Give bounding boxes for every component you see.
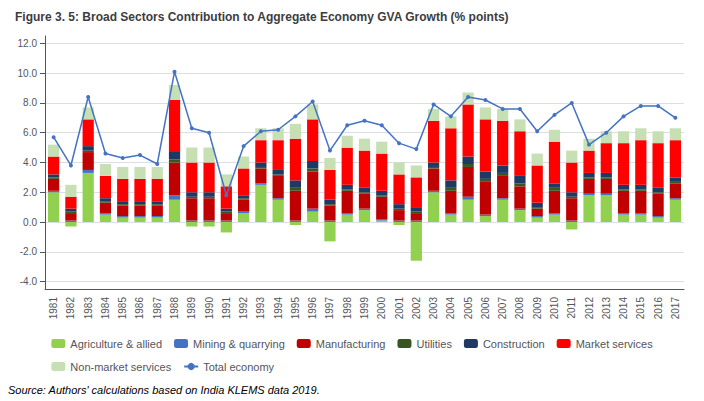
svg-text:Non-market services: Non-market services [70, 361, 171, 373]
svg-text:1994: 1994 [273, 297, 284, 320]
svg-text:2003: 2003 [428, 297, 439, 320]
svg-text:Agriculture & allied: Agriculture & allied [70, 338, 162, 350]
svg-text:1990: 1990 [204, 297, 215, 320]
svg-text:2010: 2010 [549, 297, 560, 320]
svg-text:2012: 2012 [584, 297, 595, 320]
svg-text:2013: 2013 [601, 297, 612, 320]
svg-text:1989: 1989 [186, 297, 197, 320]
svg-text:2015: 2015 [635, 297, 646, 320]
svg-text:1996: 1996 [307, 297, 318, 320]
svg-text:1982: 1982 [65, 297, 76, 320]
svg-text:6.0: 6.0 [23, 127, 37, 138]
svg-text:Mining & quarrying: Mining & quarrying [193, 338, 285, 350]
svg-text:Utilities: Utilities [416, 338, 452, 350]
svg-text:2014: 2014 [618, 297, 629, 320]
svg-text:1993: 1993 [255, 297, 266, 320]
svg-text:12.0: 12.0 [18, 38, 38, 49]
svg-text:1992: 1992 [238, 297, 249, 320]
svg-text:1998: 1998 [342, 297, 353, 320]
svg-text:1981: 1981 [48, 297, 59, 320]
svg-text:1991: 1991 [221, 297, 232, 320]
svg-text:10.0: 10.0 [18, 68, 38, 79]
svg-text:1985: 1985 [117, 297, 128, 320]
svg-text:-2.0: -2.0 [20, 246, 38, 257]
svg-text:Source: Authors' calculations: Source: Authors' calculations based on I… [8, 384, 320, 396]
svg-text:Manufacturing: Manufacturing [316, 338, 386, 350]
svg-text:1995: 1995 [290, 297, 301, 320]
svg-text:2004: 2004 [445, 297, 456, 320]
svg-text:1986: 1986 [134, 297, 145, 320]
svg-text:2007: 2007 [497, 297, 508, 320]
svg-text:2.0: 2.0 [23, 187, 37, 198]
svg-text:1988: 1988 [169, 297, 180, 320]
svg-text:-4.0: -4.0 [20, 276, 38, 287]
svg-text:2001: 2001 [394, 297, 405, 320]
svg-text:2000: 2000 [376, 297, 387, 320]
svg-text:Figure 3. 5: Broad Sectors Con: Figure 3. 5: Broad Sectors Contribution … [15, 10, 509, 24]
svg-text:Construction: Construction [483, 338, 545, 350]
svg-text:1984: 1984 [100, 297, 111, 320]
svg-text:Total economy: Total economy [203, 361, 274, 373]
svg-text:2005: 2005 [463, 297, 474, 320]
svg-text:2016: 2016 [653, 297, 664, 320]
svg-text:2008: 2008 [514, 297, 525, 320]
svg-text:1987: 1987 [152, 297, 163, 320]
svg-text:2002: 2002 [411, 297, 422, 320]
svg-text:Market services: Market services [576, 338, 654, 350]
svg-text:4.0: 4.0 [23, 157, 37, 168]
svg-text:0.0: 0.0 [23, 217, 37, 228]
svg-text:1999: 1999 [359, 297, 370, 320]
svg-text:2006: 2006 [480, 297, 491, 320]
svg-text:2009: 2009 [532, 297, 543, 320]
svg-text:2017: 2017 [670, 297, 681, 320]
svg-text:1997: 1997 [324, 297, 335, 320]
svg-text:1983: 1983 [83, 297, 94, 320]
svg-text:8.0: 8.0 [23, 97, 37, 108]
svg-text:2011: 2011 [566, 297, 577, 319]
